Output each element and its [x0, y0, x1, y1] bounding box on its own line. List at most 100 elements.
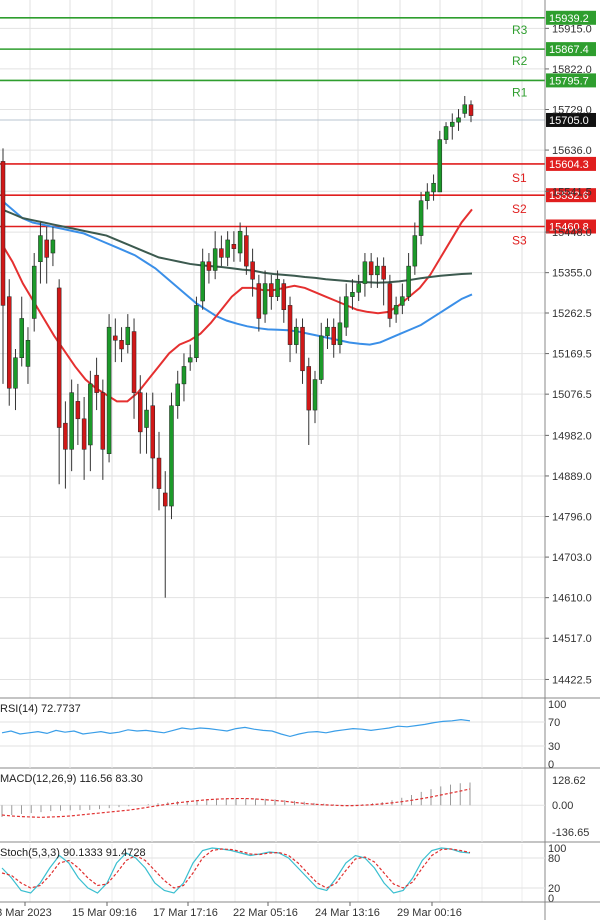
candle-body: [131, 331, 137, 393]
stoch-axis-label: 80: [548, 853, 560, 865]
candle-body: [294, 326, 299, 345]
candle-body: [412, 235, 418, 267]
time-tick-label: 17 Mar 17:16: [153, 907, 218, 919]
candle-body: [219, 248, 224, 258]
pivot-levels: R3 15939.2 R2 15867.4 R1 15795.7 S1 15604.3 S2 15…: [0, 10, 596, 248]
candle-body: [200, 261, 205, 302]
price-tick-label: 15262.5: [552, 308, 592, 320]
moving-averages: [1, 199, 473, 403]
candle-body: [138, 392, 143, 433]
price-tick-label: 15169.5: [552, 349, 592, 361]
candle-body: [113, 335, 118, 341]
candle-body: [337, 322, 343, 345]
level-name-r3: R3: [512, 23, 528, 37]
candle-body: [181, 366, 187, 385]
candle-body: [94, 374, 99, 393]
candle-body: [0, 161, 6, 306]
level-price-box: [546, 188, 596, 203]
candle-body: [150, 405, 156, 459]
candle-body: [456, 117, 461, 123]
stoch-axis-label: 0: [548, 893, 554, 905]
rsi-panel: RSI(14) 72.7737 100 70 30 0: [0, 699, 600, 771]
time-tick-label: 22 Mar 05:16: [233, 907, 298, 919]
candle-body: [406, 265, 411, 297]
level-name-s1: S1: [512, 171, 527, 185]
candle-body: [50, 239, 56, 254]
macd-axis-label: 0.00: [552, 800, 573, 812]
time-tick-label: 15 Mar 09:16: [72, 907, 137, 919]
candle-body: [25, 340, 31, 367]
stoch-axis-label: 100: [548, 843, 566, 855]
price-tick-label: 14610.0: [552, 593, 592, 605]
candle-body: [187, 357, 193, 363]
stoch-d-line: [1, 848, 471, 889]
candle-body: [19, 318, 24, 358]
candle-body: [231, 244, 237, 249]
candle-body: [312, 379, 318, 411]
candle-body: [75, 401, 81, 420]
candle-body: [81, 418, 87, 450]
rsi-axis-label: 100: [548, 699, 566, 711]
price-tick-label: 14703.0: [552, 552, 592, 564]
current-price-box: [546, 112, 596, 127]
macd-axis-label: -136.65: [552, 827, 589, 839]
time-axis: 13 Mar 2023 15 Mar 09:16 17 Mar 17:16 22 Ma…: [0, 901, 600, 919]
candle-body: [431, 182, 436, 193]
rsi-axis-label: 30: [548, 741, 560, 753]
candle-body: [343, 296, 349, 328]
level-name-r1: R1: [512, 85, 528, 99]
candle-body: [88, 383, 93, 446]
candle-body: [331, 326, 336, 345]
candle-body: [13, 357, 18, 389]
candle-body: [368, 261, 374, 276]
candle-body: [462, 104, 468, 114]
rsi-axis-label: 70: [548, 717, 560, 729]
candle-body: [393, 305, 399, 315]
time-tick-label: 29 Mar 00:16: [397, 907, 462, 919]
candle-body: [119, 340, 124, 350]
price-tick-label: 14889.0: [552, 471, 592, 483]
rsi-label: RSI(14) 72.7737: [0, 703, 81, 715]
candle-body: [262, 283, 268, 315]
candle-body: [63, 422, 68, 450]
candle-body: [56, 287, 62, 428]
macd-label: MACD(12,26,9) 116.56 83.30: [0, 773, 143, 785]
candle-body: [362, 261, 368, 284]
candle-body: [287, 305, 293, 345]
candle-body: [156, 457, 162, 489]
level-price-label: 15532.6: [549, 190, 589, 202]
candlesticks: [0, 95, 474, 598]
price-tick-label: 14422.5: [552, 674, 592, 686]
candle-body: [269, 283, 274, 297]
level-price-label: 15795.7: [549, 75, 589, 87]
candle-body: [300, 326, 305, 372]
level-price-label: 15939.2: [549, 13, 589, 25]
level-price-box: [546, 10, 596, 25]
level-name-s3: S3: [512, 234, 527, 248]
candle-body: [244, 235, 249, 267]
price-tick-label: 15915.0: [552, 23, 592, 35]
candle-body: [250, 261, 255, 280]
rsi-axis-label: 0: [548, 759, 554, 771]
time-tick-label: 24 Mar 13:16: [315, 907, 380, 919]
price-tick-label: 15636.0: [552, 145, 592, 157]
price-grid: [0, 0, 545, 698]
price-tick-label: 14982.0: [552, 430, 592, 442]
level-price-label: 15460.8: [549, 222, 589, 234]
candle-body: [225, 239, 230, 258]
price-tick-label: 15448.0: [552, 227, 592, 239]
candle-body: [31, 265, 37, 319]
level-name-r2: R2: [512, 54, 528, 68]
macd-signal-line: [1, 788, 471, 818]
price-tick-label: 15729.0: [552, 104, 592, 116]
candle-body: [325, 326, 330, 337]
candle-body: [418, 200, 424, 236]
candle-body: [425, 191, 430, 201]
moving-average-line: [1, 208, 473, 284]
candle-body: [356, 283, 361, 293]
moving-average-line: [1, 199, 473, 346]
candle-body: [350, 292, 355, 297]
current-price-label: 15705.0: [549, 115, 589, 127]
level-price-box: [546, 156, 596, 171]
